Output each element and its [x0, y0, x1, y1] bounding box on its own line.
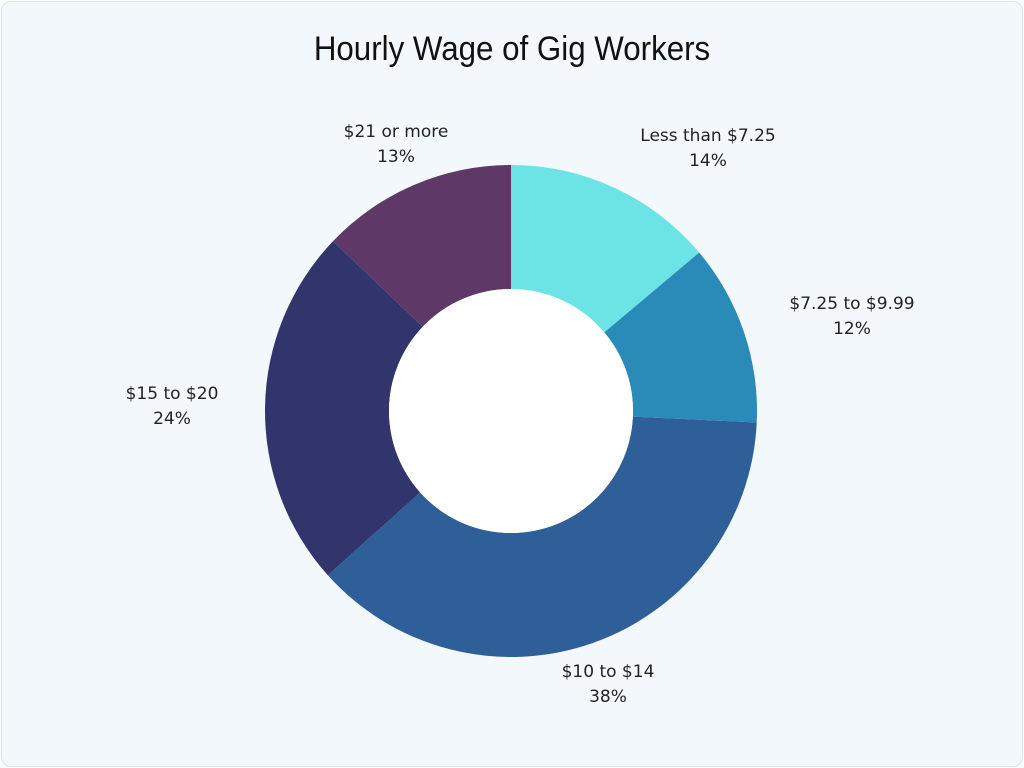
chart-title: Hourly Wage of Gig Workers — [313, 30, 711, 68]
slice--7-25-to-9-99 — [604, 252, 757, 423]
label-15-to-20: $15 to $20 24% — [125, 384, 219, 429]
slice--21-or-more — [333, 165, 511, 327]
slice--10-to-14 — [327, 416, 757, 657]
label-less-than-7-25: Less than $7.25 14% — [640, 126, 776, 171]
slice-less-than-7-25 — [511, 165, 700, 333]
slice--15-to-20 — [265, 241, 423, 576]
label-21-or-more: $21 or more 13% — [343, 122, 449, 167]
label-7-25-to-9-99: $7.25 to $9.99 12% — [789, 294, 915, 339]
donut-hole — [389, 289, 633, 533]
label-10-to-14: $10 to $14 38% — [561, 662, 655, 707]
